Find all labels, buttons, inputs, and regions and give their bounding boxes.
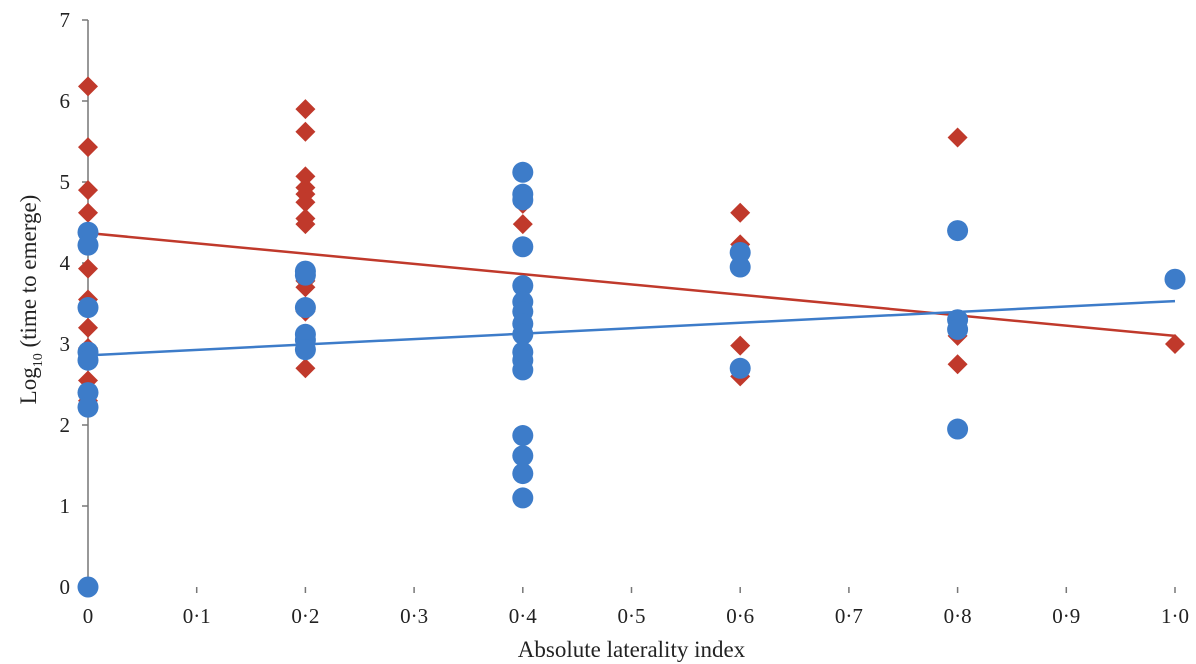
circle-point — [512, 275, 534, 297]
diamond-point — [295, 214, 316, 235]
diamond-point — [78, 76, 98, 97]
circle-point — [294, 339, 316, 361]
circle-point — [512, 161, 534, 183]
diamond-point — [78, 258, 98, 279]
circle-point — [729, 241, 751, 263]
circle-point — [77, 396, 99, 418]
circle-point — [77, 349, 99, 371]
y-axis-title-subscript: 10 — [31, 353, 46, 367]
circle-point — [512, 189, 534, 211]
circle-point — [512, 359, 534, 381]
x-tick-label: 0·4 — [509, 604, 537, 628]
circle-point — [77, 382, 99, 404]
circle-point — [512, 487, 534, 509]
diamond-point — [78, 317, 98, 338]
y-tick-label: 7 — [60, 8, 71, 32]
x-tick-label: 0 — [83, 604, 94, 628]
y-tick-label: 5 — [60, 170, 71, 194]
circle-point — [947, 318, 969, 340]
circle-point — [512, 463, 534, 485]
circle-point — [729, 357, 751, 379]
circle-point — [77, 234, 99, 256]
x-axis-title: Absolute laterality index — [518, 637, 746, 662]
y-tick-label: 3 — [60, 332, 71, 356]
circle-point — [729, 256, 751, 278]
circle-point — [1164, 268, 1186, 290]
trend-line-series-1 — [87, 231, 1176, 338]
y-axis-title-rest: (time to emerge) — [16, 195, 41, 354]
diamond-point — [78, 180, 98, 201]
y-tick-label: 2 — [60, 413, 71, 437]
x-tick-label: 0·9 — [1052, 604, 1080, 628]
circle-point — [512, 236, 534, 258]
diamond-point — [295, 358, 316, 379]
y-tick-label: 6 — [60, 89, 71, 113]
circle-point — [947, 418, 969, 440]
x-tick-label: 0·7 — [835, 604, 863, 628]
circle-point — [294, 264, 316, 286]
x-tick-label: 0·2 — [291, 604, 319, 628]
x-tick-label: 0·1 — [183, 604, 211, 628]
y-axis-title: Log10 (time to emerge) — [16, 195, 46, 405]
circle-point — [294, 297, 316, 319]
circle-point — [512, 323, 534, 345]
x-tick-label: 1·0 — [1161, 604, 1189, 628]
x-tick-label: 0·6 — [726, 604, 754, 628]
diamond-point — [78, 137, 98, 158]
diamond-point — [295, 99, 316, 120]
diamond-point — [730, 202, 751, 223]
circle-point — [947, 220, 969, 242]
y-tick-label: 0 — [60, 575, 71, 599]
circle-point — [77, 576, 99, 598]
x-axis-ticks: 0 0·1 0·2 0·3 0·4 0·5 0·6 0·7 0·8 0·9 1·0 — [83, 587, 1189, 628]
data-points — [77, 76, 1186, 598]
y-axis-title-main: Log — [16, 367, 41, 405]
trend-line-series-2 — [87, 299, 1176, 357]
x-tick-label: 0·8 — [944, 604, 972, 628]
circle-point — [77, 297, 99, 319]
circle-point — [512, 445, 534, 467]
diamond-point — [947, 354, 968, 375]
diamond-point — [730, 335, 751, 356]
y-tick-label: 4 — [60, 251, 71, 275]
diamond-point — [947, 127, 968, 148]
diamond-point — [295, 192, 316, 213]
circle-point — [512, 425, 534, 447]
diamond-point — [1165, 334, 1185, 354]
x-tick-label: 0·3 — [400, 604, 428, 628]
y-tick-label: 1 — [60, 494, 71, 518]
diamond-point — [78, 202, 98, 223]
diamond-point — [295, 166, 316, 187]
diamond-point — [295, 121, 316, 142]
diamond-point — [512, 214, 533, 235]
x-tick-label: 0·5 — [618, 604, 646, 628]
trend-lines — [87, 231, 1176, 357]
